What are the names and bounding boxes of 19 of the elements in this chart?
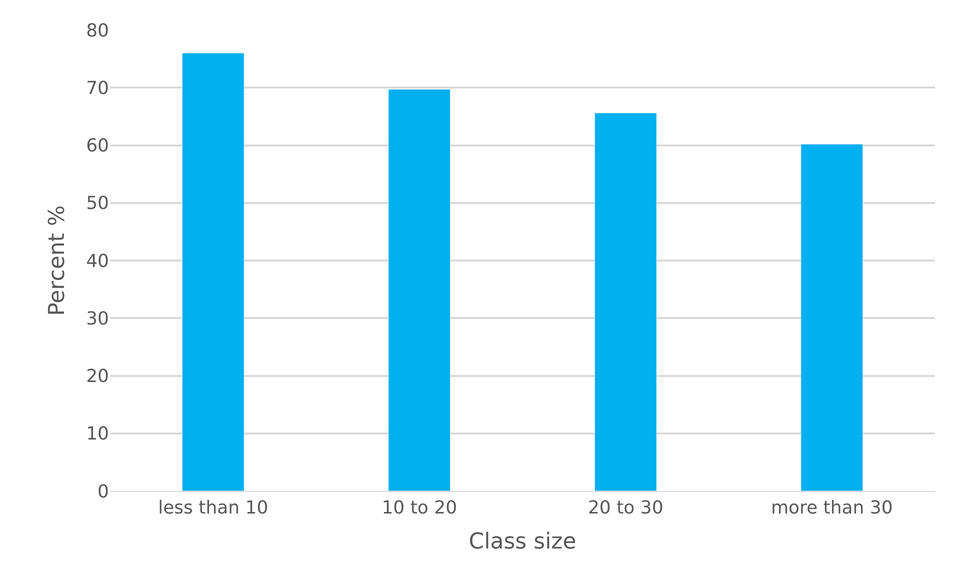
- y-tick-label: 10: [86, 424, 109, 445]
- x-tick-label: less than 10: [158, 498, 268, 519]
- x-tick-label: more than 30: [770, 498, 893, 519]
- x-axis-title: Class size: [468, 530, 576, 554]
- y-tick-label: 40: [86, 250, 109, 272]
- y-axis-title: Percent %: [44, 205, 70, 316]
- bar: [182, 52, 244, 491]
- y-tick-label: 60: [86, 136, 109, 157]
- bar: [594, 112, 657, 491]
- y-tick-label: 30: [86, 308, 109, 330]
- x-tick-label: 20 to 30: [588, 498, 664, 519]
- y-tick-label: 70: [86, 78, 109, 99]
- bar: [800, 144, 864, 491]
- bar: [388, 89, 451, 491]
- y-tick-label: 50: [86, 193, 109, 214]
- y-tick-label: 80: [86, 20, 109, 42]
- y-tick-label: 0: [98, 481, 109, 502]
- y-tick-label: 20: [86, 366, 109, 388]
- x-tick-label: 10 to 20: [382, 498, 458, 519]
